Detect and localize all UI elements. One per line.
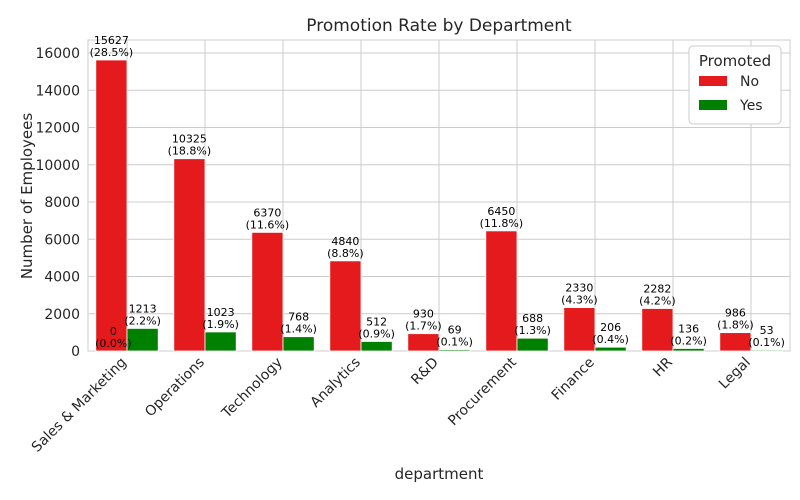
data-label-yes-7: 136 (0.2%): [670, 322, 707, 347]
x-tick-label: Operations: [142, 355, 208, 421]
data-label-yes-1: 1023 (1.9%): [202, 306, 239, 331]
bar-no-1: [173, 158, 206, 352]
x-tick-label: Analytics: [308, 355, 364, 411]
legend: Promoted No Yes: [688, 45, 782, 125]
bar-yes-5: [516, 337, 549, 352]
bar-no-5: [485, 230, 518, 352]
legend-label-no: No: [740, 74, 759, 90]
bar-yes-7: [672, 348, 705, 352]
x-tick-label: Sales & Marketing: [29, 355, 130, 456]
bar-yes-8: [750, 349, 783, 352]
data-label-no-4: 930 (1.7%): [405, 308, 442, 333]
bar-yes-6: [594, 346, 627, 352]
bar-yes-0: [126, 328, 159, 352]
data-label-yes-0: 1213 (2.2%): [124, 302, 161, 327]
x-tick-label: R&D: [408, 355, 442, 389]
y-tick-label: 12000: [35, 121, 80, 137]
data-label-no-1: 10325 (18.8%): [168, 133, 212, 158]
data-label-no-5: 6450 (11.8%): [480, 205, 524, 230]
legend-label-yes: Yes: [739, 98, 763, 114]
plot-area: 0 2000 4000 6000 8000 10000 12000 14000 16000 156…: [29, 34, 791, 456]
annotation-label-0: 0 (0.0%): [95, 325, 132, 350]
bar-no-2: [251, 231, 284, 352]
x-tick-label: Technology: [218, 355, 285, 422]
data-label-yes-5: 688 (1.3%): [514, 312, 551, 337]
bar-no-3: [329, 260, 362, 352]
data-label-no-3: 4840 (8.8%): [327, 235, 364, 260]
x-tick-label: Procurement: [445, 354, 520, 429]
data-label-no-0: 15627 (28.5%): [90, 34, 134, 59]
bar-yes-1: [204, 331, 237, 352]
bar-no-0: [95, 59, 128, 352]
data-label-yes-8: 53 (0.1%): [748, 324, 785, 349]
y-axis-label: Number of Employees: [18, 113, 36, 280]
x-tick-label: Legal: [716, 355, 754, 393]
data-label-yes-3: 512 (0.9%): [358, 315, 395, 340]
y-tick-label: 0: [71, 344, 80, 360]
bar-no-7: [641, 308, 674, 352]
data-label-no-8: 986 (1.8%): [717, 307, 754, 332]
y-tick-label: 14000: [35, 83, 80, 99]
bar-yes-4: [438, 349, 471, 352]
y-tick-label: 4000: [44, 270, 80, 286]
y-tick-label: 16000: [35, 46, 80, 62]
data-label-yes-2: 768 (1.4%): [280, 311, 317, 336]
x-tick-label: HR: [650, 354, 676, 380]
y-tick-label: 8000: [44, 195, 80, 211]
y-tick-label: 2000: [44, 307, 80, 323]
data-label-no-6: 2330 (4.3%): [561, 282, 598, 307]
x-tick-label: Finance: [549, 355, 598, 404]
bar-yes-3: [360, 341, 393, 352]
legend-swatch-no: [699, 76, 727, 86]
bar-no-4: [407, 333, 440, 352]
data-label-yes-4: 69 (0.1%): [436, 324, 473, 349]
data-label-no-2: 6370 (11.6%): [246, 206, 290, 231]
bar-yes-2: [282, 336, 315, 352]
legend-swatch-yes: [699, 100, 727, 110]
bar-no-8: [719, 332, 752, 352]
bar-no-6: [563, 307, 596, 352]
y-tick-label: 6000: [44, 232, 80, 248]
y-tick-label: 10000: [35, 158, 80, 174]
legend-title: Promoted: [699, 52, 771, 70]
x-axis-label: department: [395, 465, 484, 483]
chart-title: Promotion Rate by Department: [306, 16, 572, 36]
data-label-yes-6: 206 (0.4%): [592, 321, 629, 346]
data-label-no-7: 2282 (4.2%): [639, 283, 676, 308]
